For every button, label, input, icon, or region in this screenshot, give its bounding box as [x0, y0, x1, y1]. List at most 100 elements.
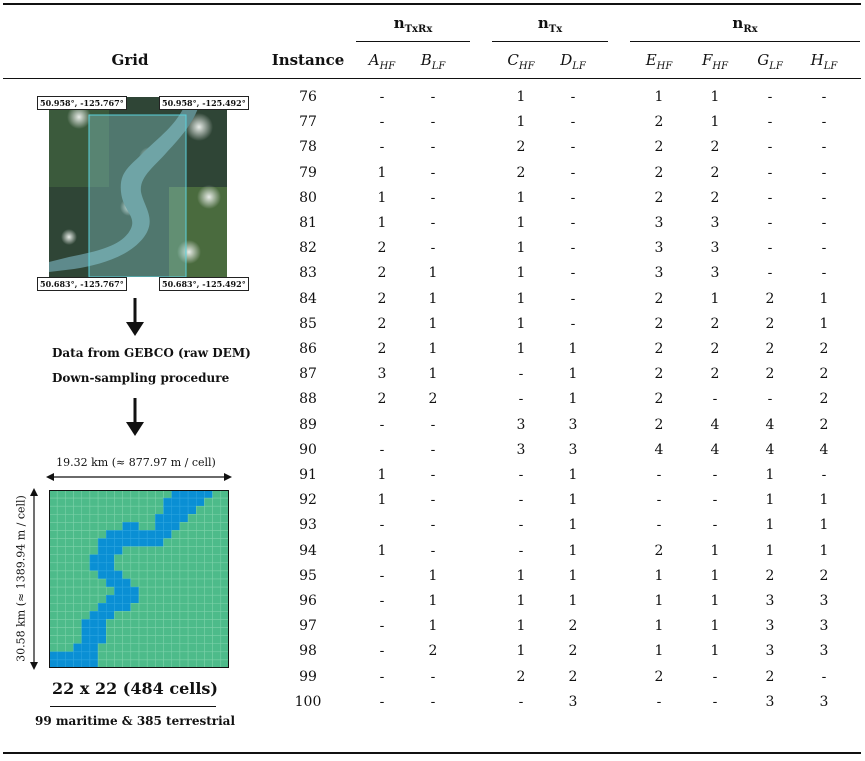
maritime-cell [81, 619, 91, 628]
terrestrial-cell [212, 538, 222, 547]
maritime-cell [97, 546, 107, 555]
terrestrial-cell [171, 586, 181, 596]
terrestrial-cell [73, 635, 82, 644]
terrestrial-cell [89, 603, 99, 612]
table-cell: - [767, 391, 773, 408]
terrestrial-cell [220, 651, 229, 661]
table-cell: 1 [377, 467, 387, 483]
top-rule [3, 3, 861, 5]
table-cell: 2 [568, 643, 578, 660]
terrestrial-cell [212, 490, 222, 499]
table-cell: 1 [765, 542, 775, 559]
table-cell: 2 [765, 315, 775, 332]
terrestrial-cell [89, 594, 99, 604]
table-cell: 1 [568, 542, 578, 559]
instance-cell: 82 [299, 240, 317, 257]
table-cell: - [570, 164, 576, 181]
subcol-header: HLF [810, 51, 838, 72]
maritime-cell [130, 586, 140, 596]
terrestrial-cell [122, 562, 132, 572]
table-cell: 1 [428, 366, 438, 383]
terrestrial-cell [56, 603, 66, 612]
table-cell: 2 [710, 164, 720, 181]
terrestrial-cell [97, 643, 107, 653]
maritime-cell [122, 522, 132, 531]
table-cell: 1 [710, 567, 720, 584]
terrestrial-cell [187, 554, 197, 564]
maritime-cell [138, 530, 148, 539]
maritime-cell [171, 505, 181, 515]
instance-cell: 93 [299, 517, 317, 534]
terrestrial-cell [56, 514, 66, 523]
maritime-cell [97, 611, 107, 620]
table-cell: 3 [819, 693, 829, 710]
coord-bottom-left: 50.683°, -125.767° [37, 277, 127, 291]
table-cell: 4 [710, 441, 720, 458]
maritime-cell [114, 578, 123, 588]
terrestrial-cell [138, 611, 148, 620]
terrestrial-cell [49, 505, 58, 515]
table-cell: 3 [765, 593, 775, 609]
terrestrial-cell [65, 570, 74, 580]
terrestrial-cell [138, 505, 148, 515]
table-cell: 1 [428, 265, 438, 282]
table-cell: 2 [710, 139, 720, 156]
maritime-cell [97, 570, 107, 580]
terrestrial-cell [204, 627, 213, 636]
maritime-cell [89, 554, 99, 564]
table-cell: - [570, 139, 576, 156]
terrestrial-cell [97, 659, 107, 668]
table-cell: - [518, 693, 524, 710]
terrestrial-cell [196, 562, 205, 572]
terrestrial-cell [171, 538, 181, 547]
terrestrial-cell [155, 586, 164, 596]
table-cell: 1 [765, 492, 775, 509]
terrestrial-cell [196, 635, 205, 644]
terrestrial-cell [146, 594, 156, 604]
table-cell: - [379, 416, 385, 433]
table-cell: - [712, 391, 718, 408]
maritime-cell [97, 635, 107, 644]
terrestrial-cell [122, 659, 132, 668]
header-bottom-rule [3, 78, 861, 79]
table-cell: 1 [377, 492, 387, 509]
maritime-cell [179, 490, 189, 499]
terrestrial-cell [114, 627, 123, 636]
table-cell: 2 [654, 416, 664, 433]
height-dimension-arrow [30, 488, 38, 670]
terrestrial-cell [179, 586, 189, 596]
terrestrial-cell [220, 635, 229, 644]
table-cell: 3 [710, 215, 720, 231]
terrestrial-cell [97, 586, 107, 596]
terrestrial-cell [163, 635, 172, 644]
table-cell: - [430, 542, 436, 559]
table-cell: - [767, 114, 773, 131]
table-cell: - [379, 139, 385, 156]
maritime-cell [155, 514, 164, 523]
table-cell: 1 [654, 89, 664, 105]
table-cell: 1 [568, 517, 578, 534]
terrestrial-cell [65, 514, 74, 523]
terrestrial-cell [187, 522, 197, 531]
table-cell: 1 [568, 391, 578, 408]
terrestrial-cell [212, 611, 222, 620]
terrestrial-cell [204, 570, 213, 580]
maritime-cell [171, 497, 181, 507]
instance-cell: 86 [299, 341, 317, 357]
table-cell: 3 [710, 240, 720, 257]
terrestrial-cell [220, 490, 229, 499]
terrestrial-cell [130, 635, 140, 644]
maritime-cell [122, 530, 132, 539]
maritime-cell [106, 562, 115, 572]
terrestrial-cell [155, 570, 164, 580]
terrestrial-cell [49, 635, 58, 644]
terrestrial-cell [179, 522, 189, 531]
terrestrial-cell [97, 578, 107, 588]
terrestrial-cell [49, 514, 58, 523]
terrestrial-cell [163, 643, 172, 653]
terrestrial-cell [163, 562, 172, 572]
terrestrial-cell [73, 497, 82, 507]
table-cell: - [570, 240, 576, 257]
terrestrial-cell [146, 619, 156, 628]
terrestrial-cell [130, 514, 140, 523]
